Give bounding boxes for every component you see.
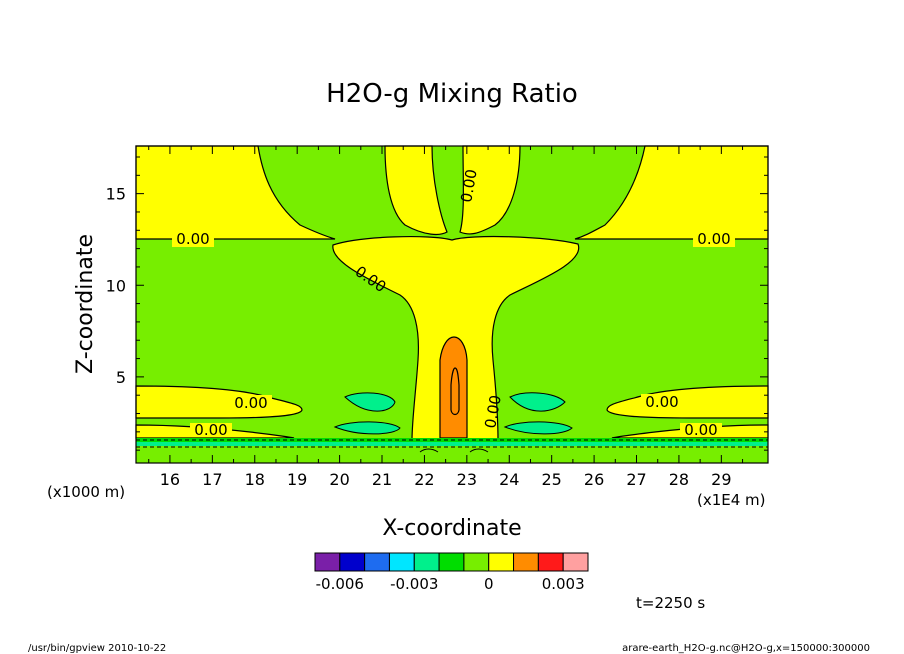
y-tick-label: 15: [106, 185, 126, 204]
x-tick-label: 29: [711, 470, 731, 489]
contour-label: 0.00: [234, 394, 267, 412]
x-tick-label: 21: [372, 470, 392, 489]
x-tick-label: 22: [414, 470, 434, 489]
x-tick-label: 18: [245, 470, 265, 489]
x-tick-label: 16: [160, 470, 180, 489]
x-axis-unit: (x1E4 m): [697, 491, 766, 509]
contour-label: 0.00: [176, 230, 209, 248]
colorbar-labels: -0.006 -0.003 0 0.003: [316, 575, 585, 593]
contour-label: 0.00: [481, 394, 505, 430]
colorbar: [314, 552, 589, 572]
contour-label: 0.00: [457, 168, 481, 204]
colorbar-swatch: [388, 552, 415, 572]
colorbar-label: 0: [484, 575, 494, 593]
contour-label: 0.00: [684, 421, 717, 439]
plot-area: 0.00 0.00 0.00 0.00 0.00 0.00 0.00 0.00 …: [135, 145, 769, 464]
colorbar-swatch: [438, 552, 465, 572]
colorbar-label: -0.006: [316, 575, 364, 593]
y-axis-unit: (x1000 m): [47, 483, 125, 501]
y-tick-label: 5: [116, 368, 126, 387]
footer-left: /usr/bin/gpview 2010-10-22: [28, 643, 166, 654]
colorbar-swatch: [562, 552, 589, 572]
colorbar-swatch: [537, 552, 564, 572]
colorbar-swatch: [339, 552, 366, 572]
y-axis-label: Z-coordinate: [73, 234, 98, 374]
colorbar-swatch: [314, 552, 341, 572]
colorbar-swatch: [463, 552, 490, 572]
contour-label: 0.00: [194, 421, 227, 439]
colorbar-swatch: [488, 552, 515, 572]
colorbar-swatch: [364, 552, 390, 572]
x-tick-label: 20: [329, 470, 349, 489]
time-label: t=2250 s: [636, 594, 705, 612]
footer-right: arare-earth_H2O-g.nc@H2O-g,x=150000:3000…: [622, 643, 870, 654]
y-axis-ticks: 5 10 15: [106, 156, 768, 451]
x-axis-label: X-coordinate: [382, 516, 521, 541]
colorbar-label: 0.003: [542, 575, 585, 593]
x-tick-label: 25: [541, 470, 561, 489]
colorbar-swatch: [513, 552, 539, 572]
contour-label: 0.00: [697, 230, 730, 248]
colorbar-label: -0.003: [390, 575, 438, 593]
chart-title: H2O-g Mixing Ratio: [326, 79, 578, 109]
x-tick-label: 19: [287, 470, 307, 489]
x-tick-label: 24: [499, 470, 519, 489]
colorbar-swatch: [413, 552, 440, 572]
x-tick-label: 23: [457, 470, 477, 489]
x-tick-label: 27: [626, 470, 646, 489]
contour-label: 0.00: [645, 393, 678, 411]
x-tick-label: 28: [669, 470, 689, 489]
x-tick-label: 17: [202, 470, 222, 489]
y-tick-label: 10: [106, 276, 126, 295]
x-tick-label: 26: [584, 470, 604, 489]
x-axis-ticks: 16 17 18 19 20 21 22 23 24 25 26 27 28 29: [148, 146, 744, 489]
